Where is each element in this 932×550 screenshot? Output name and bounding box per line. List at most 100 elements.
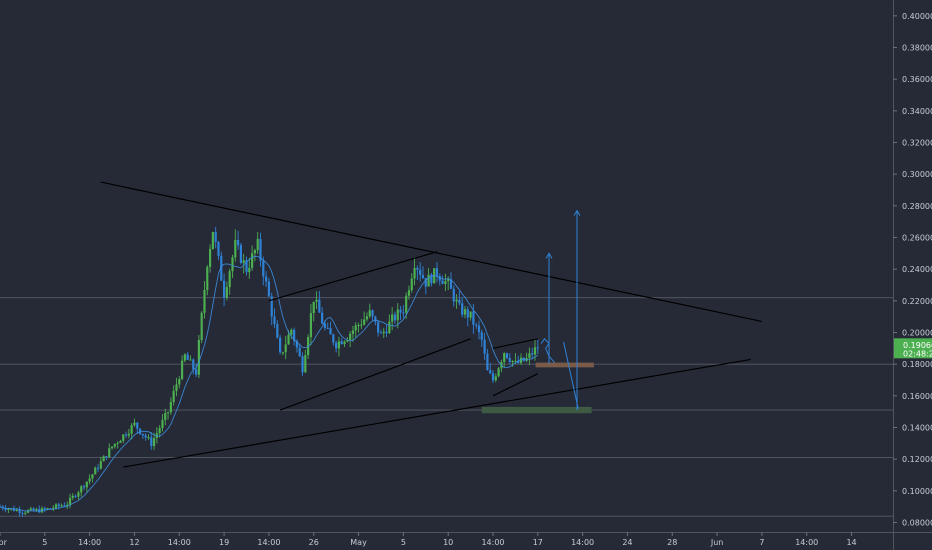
candle-body bbox=[54, 504, 58, 508]
candle-body bbox=[18, 509, 21, 514]
candle-body bbox=[248, 267, 251, 273]
candle-body bbox=[508, 357, 511, 362]
candle-body bbox=[178, 379, 181, 385]
candle-body bbox=[402, 312, 405, 314]
candle-body bbox=[12, 508, 16, 511]
candle-body bbox=[180, 360, 184, 380]
x-tick-label: Jun bbox=[710, 538, 724, 547]
projection-path bbox=[563, 341, 579, 409]
candle-body bbox=[407, 290, 411, 296]
y-tick-label: 0.08000 bbox=[902, 519, 932, 528]
candle-body bbox=[113, 443, 116, 447]
x-tick-label: 28 bbox=[667, 538, 677, 547]
x-tick-label: 14:00 bbox=[481, 538, 504, 547]
candle-body bbox=[494, 376, 497, 381]
candle-body bbox=[66, 504, 69, 506]
x-tick-label: Apr bbox=[0, 538, 8, 547]
candle-body bbox=[228, 271, 231, 288]
candle-body bbox=[242, 260, 245, 263]
candle-body bbox=[293, 329, 296, 341]
candle-body bbox=[444, 281, 447, 284]
candle-body bbox=[483, 339, 486, 354]
y-tick-label: 0.28000 bbox=[902, 202, 932, 211]
candle-body bbox=[49, 508, 52, 510]
candle-body bbox=[21, 513, 24, 515]
candle-body bbox=[514, 360, 517, 362]
candle-body bbox=[419, 269, 422, 275]
candle-body bbox=[533, 347, 537, 355]
candle-body bbox=[503, 353, 506, 363]
x-tick-label: 26 bbox=[309, 538, 319, 547]
candle-body bbox=[455, 299, 458, 302]
candle-body bbox=[491, 373, 495, 381]
drawing-layer[interactable] bbox=[100, 181, 763, 468]
candle-body bbox=[270, 296, 273, 317]
candle-body bbox=[357, 324, 360, 326]
candle-body bbox=[74, 495, 77, 497]
candle-body bbox=[152, 438, 156, 447]
candle-body bbox=[371, 310, 374, 317]
y-tick-label: 0.36000 bbox=[902, 75, 932, 84]
candle-body bbox=[245, 260, 248, 273]
candle-body bbox=[127, 433, 130, 436]
price-zone bbox=[535, 362, 594, 368]
candle-body bbox=[382, 331, 385, 334]
candle-body bbox=[158, 428, 161, 434]
candle-body bbox=[144, 435, 147, 438]
candle-body bbox=[94, 467, 97, 475]
candle-body bbox=[298, 347, 301, 357]
candle-body bbox=[63, 505, 66, 507]
candle-body bbox=[7, 508, 10, 510]
candle-body bbox=[85, 481, 88, 488]
y-tick-label: 0.26000 bbox=[902, 234, 932, 243]
candle-body bbox=[217, 242, 220, 256]
x-tick-label: 24 bbox=[622, 538, 632, 547]
candle-body bbox=[253, 250, 257, 254]
candle-body bbox=[105, 456, 108, 458]
candle-body bbox=[421, 274, 425, 279]
candle-body bbox=[309, 313, 313, 338]
candle-body bbox=[161, 419, 164, 429]
zone-layer bbox=[481, 362, 594, 414]
candle-body bbox=[304, 355, 307, 373]
candle-body bbox=[183, 354, 186, 361]
candle-body bbox=[155, 433, 158, 439]
candle-body bbox=[427, 274, 430, 287]
candle-body bbox=[354, 325, 357, 331]
candle-body bbox=[77, 492, 80, 497]
trend-line bbox=[279, 338, 471, 411]
candle-body bbox=[536, 347, 539, 349]
y-tick-label: 0.12000 bbox=[902, 455, 932, 464]
candle-body bbox=[203, 290, 206, 313]
candle-body bbox=[26, 510, 30, 513]
candle-body bbox=[279, 337, 282, 353]
candle-body bbox=[385, 331, 388, 334]
candle-body bbox=[267, 281, 271, 297]
candle-body bbox=[239, 245, 242, 263]
candle-body bbox=[396, 309, 399, 321]
candle-body bbox=[295, 340, 299, 348]
projection-arrow-head bbox=[573, 209, 581, 216]
candle-body bbox=[393, 314, 397, 321]
y-tick-label: 0.10000 bbox=[902, 487, 932, 496]
y-tick-label: 0.34000 bbox=[902, 107, 932, 116]
x-tick-label: 14:00 bbox=[571, 538, 594, 547]
candle-body bbox=[251, 253, 254, 268]
candle-body bbox=[200, 312, 203, 341]
candle-body bbox=[208, 248, 212, 267]
y-tick-label: 0.20000 bbox=[902, 329, 932, 338]
candle-body bbox=[399, 309, 402, 313]
candle-body bbox=[405, 295, 408, 313]
candle-body bbox=[234, 239, 237, 258]
y-tick-label: 0.22000 bbox=[902, 297, 932, 306]
x-tick-label: 14:00 bbox=[257, 538, 280, 547]
candle-body bbox=[281, 352, 285, 354]
x-tick-label: 14:00 bbox=[78, 538, 101, 547]
candle-body bbox=[122, 434, 125, 441]
candle-body bbox=[480, 332, 483, 340]
candle-body bbox=[147, 437, 150, 439]
candle-body bbox=[38, 509, 41, 513]
candle-body bbox=[43, 508, 46, 510]
candle-body bbox=[323, 323, 327, 328]
